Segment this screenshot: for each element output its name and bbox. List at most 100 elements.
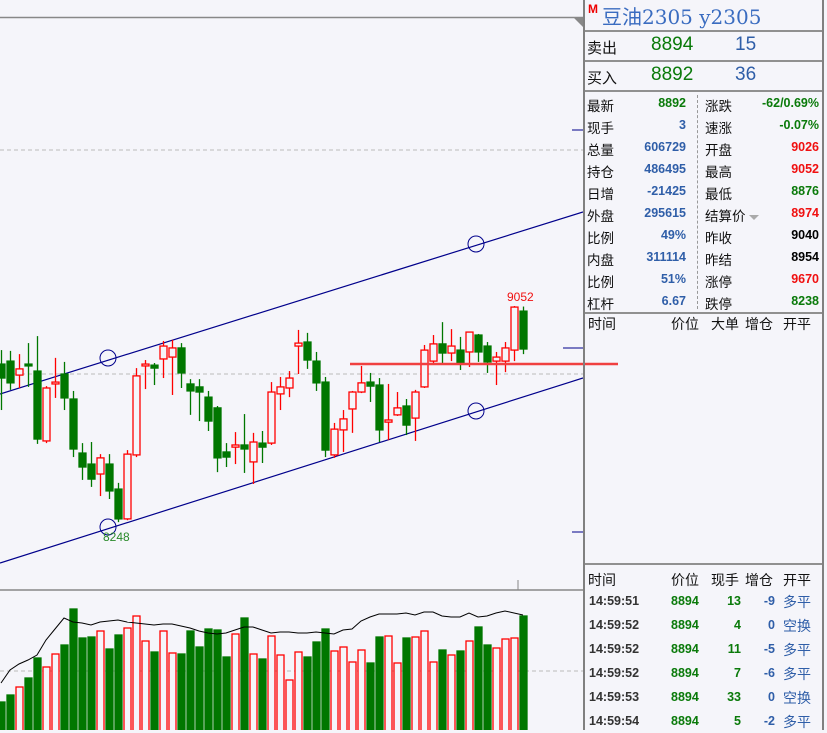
tick-time: 14:59:52: [589, 618, 640, 632]
volume-bar: [249, 653, 258, 730]
volume-bar: [42, 666, 51, 730]
volume-bar: [438, 649, 447, 730]
low-price-label: 8248: [103, 530, 130, 544]
volume-bar: [213, 629, 222, 730]
stat-value: 3: [679, 118, 686, 132]
stat-label: 开盘: [705, 139, 732, 159]
volume-bar: [429, 661, 438, 730]
channel-lower-line[interactable]: [0, 377, 583, 564]
candle-down: [33, 370, 42, 440]
volume-bar: [474, 626, 483, 730]
candle-down: [150, 364, 159, 369]
tick-volume: 7: [734, 666, 741, 680]
candle-down: [438, 343, 447, 354]
channel-anchor-handle[interactable]: [99, 349, 117, 367]
instrument-title[interactable]: 豆油2305 y2305: [602, 5, 762, 29]
candle-down: [69, 398, 78, 450]
tick-row: 14:59:52 8894 4 0 空换: [585, 613, 821, 637]
stat-label: 杠杆: [587, 297, 614, 312]
tick-type: 空换: [783, 690, 811, 706]
channel-anchor-handle[interactable]: [467, 402, 485, 420]
stat-label: 涨跌: [705, 95, 732, 115]
candle-up: [447, 345, 456, 354]
tick-table: 时间 价位 现手 增仓 开平 14:59:51 8894 13 -9 多平 14:59:52…: [585, 563, 822, 732]
price-chart[interactable]: 9052 8248: [0, 0, 583, 730]
volume-bar: [87, 636, 96, 730]
stat-label: 外盘: [587, 209, 614, 224]
volume-bar: [186, 630, 195, 730]
volume-bar: [204, 628, 213, 730]
volume-bar: [168, 652, 177, 730]
stat-label-text: 速涨: [705, 121, 732, 136]
candle-down: [177, 347, 186, 374]
candle-up: [348, 391, 357, 410]
column-header: 现手: [711, 572, 739, 588]
stats-table: 最新 8892 涨跌 -62/0.69% 现手 3 速涨 -0.07% 总量 606…: [585, 92, 822, 314]
stat-value: -62/0.69%: [762, 96, 819, 110]
tick-type: 多平: [783, 714, 811, 730]
volume-bar: [312, 641, 321, 730]
stat-label: 最新: [587, 99, 614, 114]
volume-bar: [294, 651, 303, 730]
tick-type: 多平: [783, 594, 811, 610]
candle-up: [132, 375, 141, 456]
stat-label-text: 结算价: [705, 209, 746, 224]
corner-marker: [574, 18, 583, 27]
column-header: 大单: [711, 316, 739, 332]
tick-oi-change: -6: [763, 666, 775, 680]
tick-oi-change: -5: [763, 642, 775, 656]
volume-bar: [375, 636, 384, 730]
dropdown-arrow-icon[interactable]: [748, 214, 759, 220]
tick-price: 8894: [671, 714, 699, 728]
candle-down: [474, 334, 483, 353]
candle-down: [222, 451, 231, 458]
volume-bar: [114, 634, 123, 730]
candle-up: [231, 444, 240, 448]
volume-bar: [519, 615, 528, 730]
stats-divider: [697, 95, 698, 309]
bid-label: 买入: [587, 70, 618, 87]
high-price-label: 9052: [507, 290, 534, 304]
candle-up: [330, 428, 339, 456]
bid-price: 8892: [651, 64, 694, 85]
channel-anchor-handle[interactable]: [99, 518, 117, 536]
column-header: 时间: [588, 572, 616, 588]
stat-label: 内盘: [587, 253, 614, 268]
volume-bar: [258, 658, 267, 730]
volume-bar: [132, 615, 141, 730]
channel-upper-line[interactable]: [0, 211, 583, 395]
candle-up: [339, 418, 348, 431]
candles-group: [0, 306, 528, 523]
column-header: 价位: [671, 316, 699, 332]
volume-bar: [222, 656, 231, 730]
stat-label: 涨停: [705, 271, 732, 291]
stat-label[interactable]: 结算价: [705, 205, 759, 225]
candle-up: [411, 391, 420, 419]
channel-anchor-handle[interactable]: [467, 235, 485, 253]
bid-row[interactable]: 买入 8892 36: [585, 62, 822, 92]
volume-bar: [348, 661, 357, 730]
candle-down: [6, 360, 15, 384]
stat-row: 外盘 295615 结算价 8974: [585, 202, 821, 224]
stat-value: 9026: [791, 140, 819, 154]
stat-label-text: 涨停: [705, 275, 732, 290]
tick-volume: 33: [727, 690, 741, 704]
candle-up: [384, 419, 393, 423]
volume-bar: [465, 640, 474, 730]
stat-label-text: 涨跌: [705, 99, 732, 114]
candle-down: [78, 452, 87, 468]
candle-up: [465, 331, 474, 353]
stat-value: -0.07%: [779, 118, 819, 132]
stat-label: 现手: [587, 121, 614, 136]
tick-oi-change: -2: [763, 714, 775, 728]
candle-up: [42, 387, 51, 442]
stat-label-text: 开盘: [705, 143, 732, 158]
candle-down: [24, 363, 33, 367]
stat-row: 最新 8892 涨跌 -62/0.69%: [585, 92, 821, 114]
volume-bar: [420, 630, 429, 730]
volume-bar: [141, 640, 150, 730]
ask-volume: 15: [735, 34, 757, 55]
ask-row[interactable]: 卖出 8894 15: [585, 32, 822, 62]
candle-up: [501, 347, 510, 362]
tick-price: 8894: [671, 618, 699, 632]
